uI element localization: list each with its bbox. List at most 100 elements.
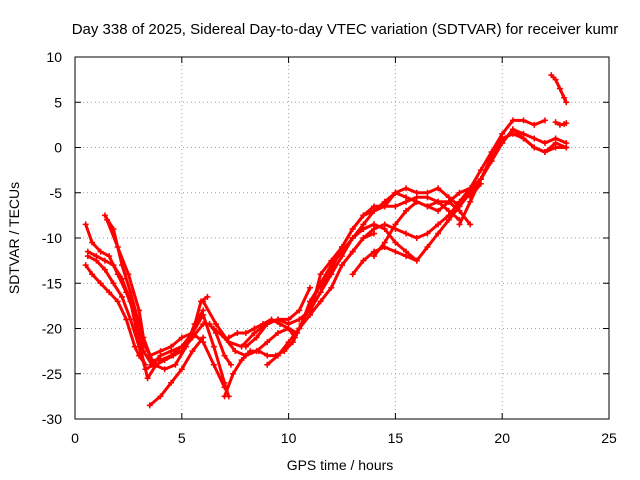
data-point (274, 316, 281, 323)
data-point (349, 248, 356, 255)
data-point (467, 185, 474, 192)
data-point (97, 280, 104, 287)
data-point (435, 221, 442, 228)
data-point (392, 203, 399, 210)
data-point (136, 343, 143, 350)
data-point (531, 135, 538, 142)
data-point (144, 375, 151, 382)
data-point (168, 352, 175, 359)
y-tick-label: 0 (54, 140, 62, 156)
data-point (317, 284, 324, 291)
grid (75, 57, 609, 419)
data-point (161, 366, 168, 373)
series-22 (467, 180, 484, 201)
data-point (552, 139, 559, 146)
series-line (86, 254, 205, 371)
data-point (317, 271, 324, 278)
y-tick-label: -5 (50, 185, 63, 201)
data-point (118, 293, 125, 300)
data-point (563, 144, 570, 151)
data-point (264, 339, 271, 346)
data-point (403, 230, 410, 237)
data-point (360, 212, 367, 219)
data-point (403, 253, 410, 260)
data-point (561, 94, 568, 101)
data-point (371, 225, 378, 232)
data-point (274, 330, 281, 337)
data-point (413, 235, 420, 241)
data-point (477, 167, 484, 174)
data-point (285, 320, 292, 327)
data-point (556, 121, 563, 128)
data-point (101, 212, 108, 219)
data-point (264, 352, 271, 359)
data-point (392, 189, 399, 196)
data-point (360, 221, 367, 228)
data-point (142, 366, 149, 373)
data-point (509, 126, 516, 133)
data-point (255, 348, 262, 355)
series-15 (306, 194, 463, 318)
data-point (563, 99, 570, 106)
data-point (251, 325, 258, 332)
series-line (308, 195, 461, 317)
data-point (371, 253, 378, 260)
x-tick-label: 20 (494, 430, 510, 446)
data-point (424, 189, 431, 196)
data-point (456, 221, 463, 228)
series-6 (104, 216, 232, 400)
data-point (242, 343, 249, 350)
data-point (114, 298, 121, 305)
data-point (178, 343, 185, 350)
data-point (136, 307, 143, 314)
y-tick-label: -10 (42, 230, 62, 246)
data-point (360, 257, 367, 264)
data-point (349, 225, 356, 232)
series-line (201, 286, 312, 349)
x-tick-label: 5 (178, 430, 186, 446)
series-line (105, 218, 231, 398)
data-point (328, 284, 335, 291)
data-point (221, 393, 228, 400)
y-tick-label: 5 (54, 94, 62, 110)
data-point (127, 316, 134, 323)
x-tick-labels: 0 5 10 15 20 25 (71, 430, 617, 446)
data-point (328, 262, 335, 269)
data-point (392, 248, 399, 255)
data-point (277, 320, 284, 327)
data-point (189, 330, 196, 337)
data-point (424, 244, 431, 251)
data-point (157, 357, 164, 364)
data-point (541, 139, 548, 146)
series-line (148, 336, 205, 407)
data-point (84, 253, 91, 260)
data-point (381, 221, 388, 228)
data-point (403, 207, 410, 214)
y-tick-label: -30 (42, 411, 62, 427)
data-point (467, 194, 474, 201)
data-point (445, 216, 452, 223)
y-tick-labels: -30 -25 -20 -15 -10 -5 0 5 10 (42, 49, 62, 427)
data-point (413, 198, 420, 205)
data-series (82, 72, 570, 409)
data-point (210, 361, 217, 368)
series-7 (146, 334, 207, 409)
data-point (178, 334, 185, 341)
series-line (103, 213, 209, 367)
series-line (468, 182, 483, 199)
y-tick-label: 10 (46, 49, 62, 65)
data-point (140, 348, 147, 355)
data-point (531, 121, 538, 128)
series-13 (264, 230, 378, 368)
data-point (381, 239, 388, 246)
data-point (110, 262, 117, 269)
data-point (172, 361, 179, 368)
data-point (556, 85, 563, 92)
data-point (189, 348, 196, 355)
data-point (306, 311, 313, 318)
y-tick-label: -25 (42, 366, 62, 382)
data-point (274, 352, 281, 359)
data-point (253, 334, 260, 341)
data-point (520, 135, 527, 142)
data-point (125, 271, 132, 278)
